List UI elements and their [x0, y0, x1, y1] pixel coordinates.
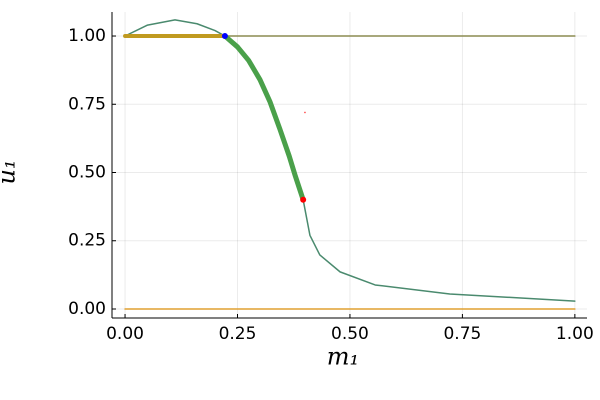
y-tick-label: 1.00: [68, 26, 106, 46]
x-tick-label: 0.75: [443, 324, 481, 344]
point: [300, 196, 307, 203]
y-tick-label: 0.25: [68, 231, 106, 251]
x-axis-label: m₁: [327, 343, 359, 371]
y-tick-label: 0.50: [68, 163, 106, 183]
x-tick-label: 0.50: [331, 324, 369, 344]
x-tick-label: 1.00: [556, 324, 594, 344]
y-axis-label: u₁: [0, 159, 21, 184]
x-tick-label: 0.25: [219, 324, 257, 344]
y-tick-label: 0.75: [68, 94, 106, 114]
x-tick-label: 0.00: [106, 324, 144, 344]
y-tick-label: 0.00: [68, 299, 106, 319]
series-line: [222, 33, 306, 203]
point: [304, 111, 306, 114]
point: [221, 33, 228, 40]
